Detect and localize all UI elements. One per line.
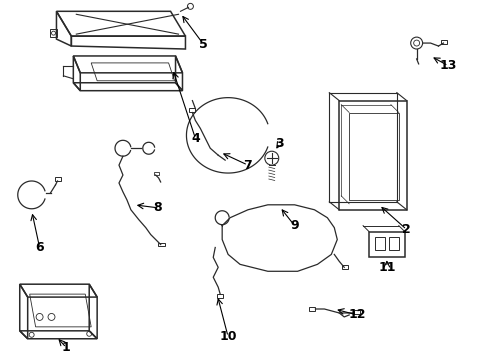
Bar — [309, 307, 315, 311]
Bar — [374, 237, 384, 251]
Bar — [153, 172, 158, 175]
Text: 8: 8 — [153, 201, 162, 214]
Text: 9: 9 — [290, 219, 298, 232]
Bar — [353, 310, 359, 314]
Text: 5: 5 — [199, 37, 207, 50]
Text: 10: 10 — [219, 330, 236, 343]
Text: 13: 13 — [439, 59, 456, 72]
Text: 4: 4 — [191, 132, 200, 145]
Bar — [441, 40, 447, 44]
Text: 11: 11 — [377, 261, 395, 274]
Text: 2: 2 — [402, 223, 410, 236]
Bar — [49, 29, 57, 37]
Text: 6: 6 — [35, 241, 44, 254]
Bar — [189, 108, 195, 112]
Bar — [55, 177, 61, 181]
Bar — [342, 265, 347, 269]
Bar — [217, 294, 223, 298]
Bar — [388, 237, 398, 251]
Text: 1: 1 — [62, 341, 71, 354]
Text: 3: 3 — [275, 137, 284, 150]
Text: 7: 7 — [243, 159, 252, 172]
Bar — [157, 243, 164, 247]
Text: 12: 12 — [347, 309, 365, 321]
